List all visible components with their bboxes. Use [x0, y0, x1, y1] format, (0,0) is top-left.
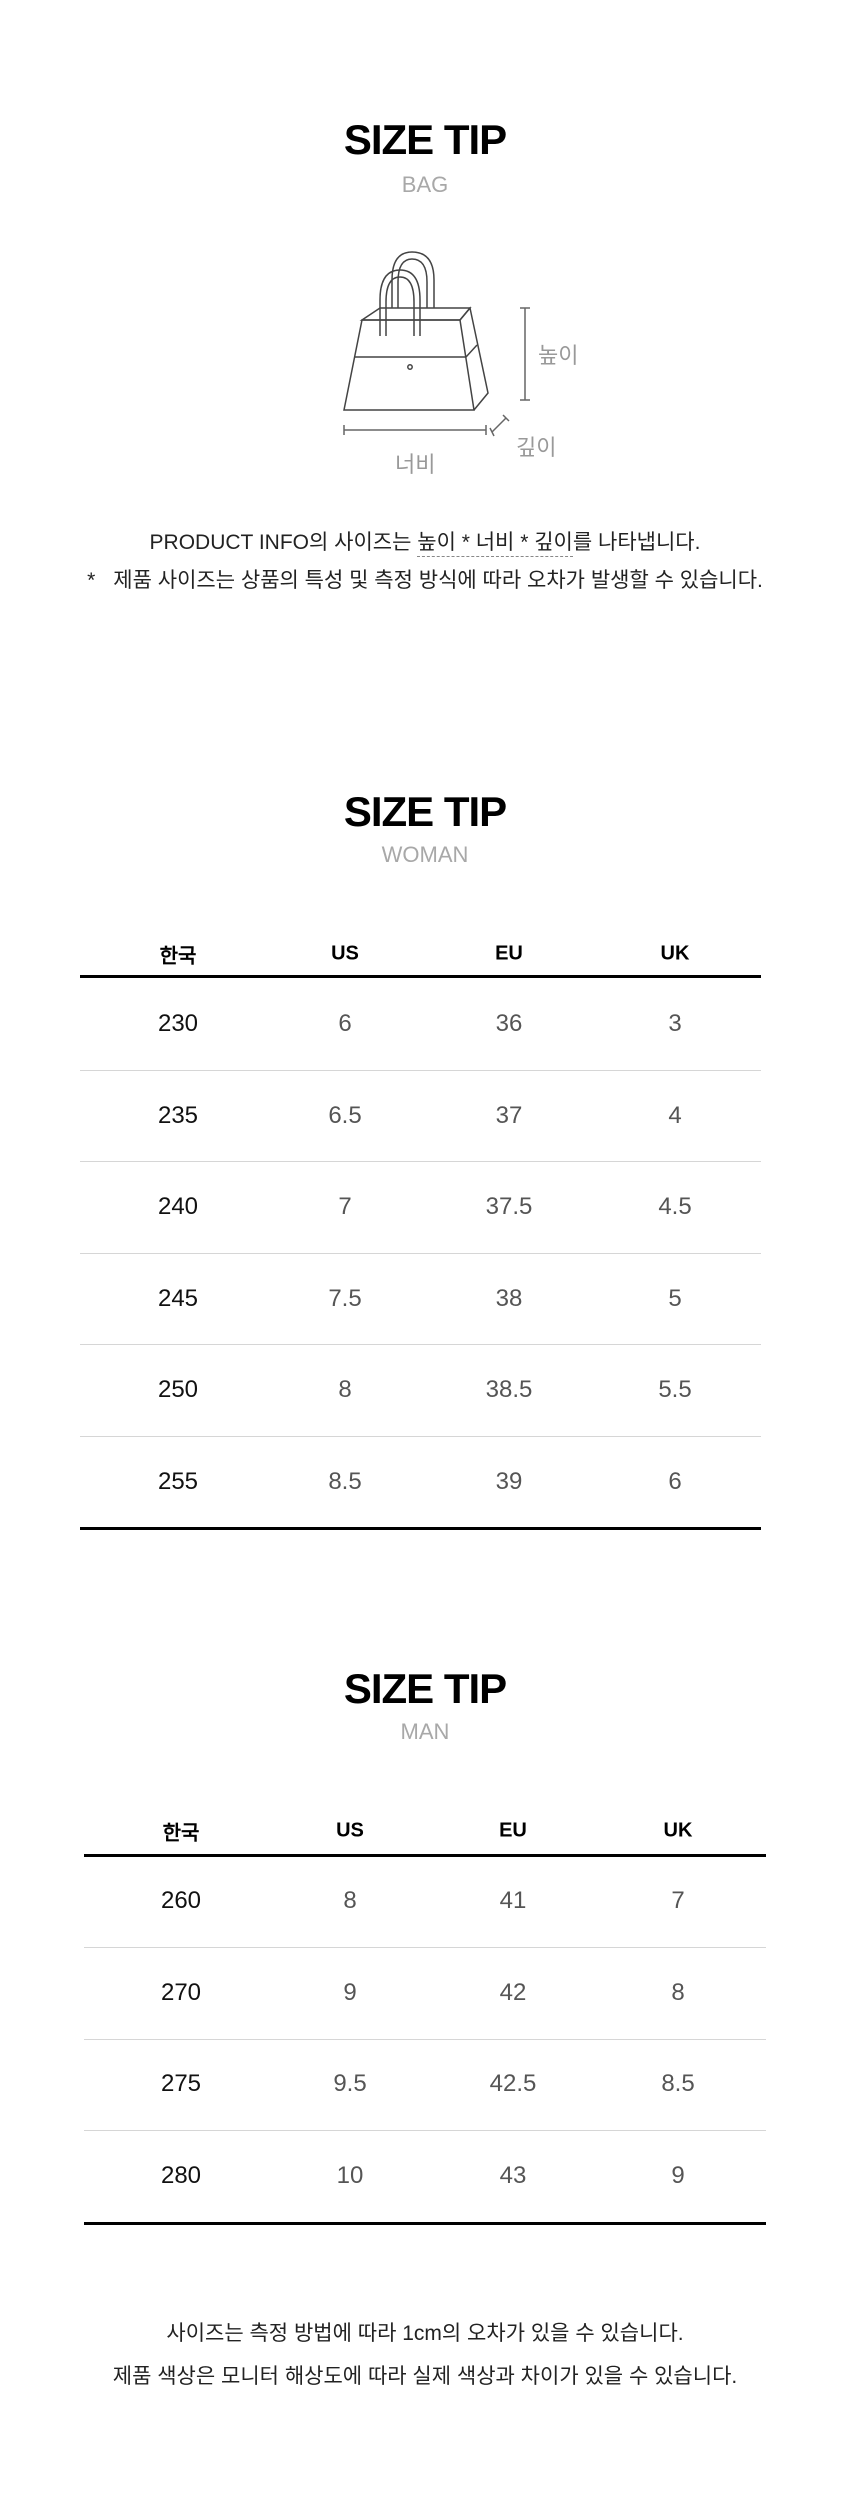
table-cell: 5 [668, 1284, 682, 1312]
row-divider [80, 1344, 761, 1346]
woman-section-subtitle: WOMAN [381, 842, 469, 867]
column-header: 한국 [162, 1822, 200, 1845]
table-cell: 10 [336, 2162, 364, 2190]
note-dimensions: 높이 * 너비 * 깊이 [417, 531, 573, 557]
bag-size-note: PRODUCT INFO의 사이즈는 높이 * 너비 * 깊이를 나타냅니다. [0, 526, 850, 557]
column-header: US [336, 1819, 364, 1842]
table-cell: 7 [671, 1887, 685, 1914]
woman-section-title: SIZE TIP [343, 788, 507, 835]
table-cell: 6.5 [328, 1101, 362, 1129]
table-cell: 250 [157, 1376, 199, 1403]
table-cell: 36 [495, 1010, 523, 1037]
table-bottom-border [80, 1527, 761, 1531]
row-divider [80, 1161, 761, 1163]
row-divider [80, 1252, 761, 1254]
bag-diagram-icon [343, 251, 530, 437]
table-cell: 245 [157, 1284, 199, 1312]
bag-measure-note: * 제품 사이즈는 상품의 특성 및 측정 방식에 따라 오차가 발생할 수 있습… [0, 564, 850, 594]
width-label: 너비 [395, 452, 436, 477]
column-header: 한국 [159, 945, 197, 968]
table-cell: 8 [338, 1376, 352, 1403]
table-cell: 37 [495, 1101, 523, 1129]
table-bottom-border [84, 2221, 766, 2225]
table-cell: 4.5 [658, 1193, 692, 1220]
column-header: UK [663, 1819, 693, 1842]
table-cell: 255 [157, 1467, 199, 1495]
table-cell: 6 [338, 1010, 352, 1037]
table-cell: 8.5 [661, 2070, 695, 2098]
bag-section-title: SIZE TIP [343, 116, 507, 163]
column-header: EU [495, 942, 523, 965]
table-cell: 7 [338, 1193, 352, 1220]
table-cell: 43 [499, 2162, 527, 2190]
table-cell: 6 [668, 1467, 682, 1495]
height-label: 높이 [538, 343, 579, 368]
table-cell: 260 [160, 1887, 202, 1914]
footer-note-2: 제품 색상은 모니터 해상도에 따라 실제 색상과 차이가 있을 수 있습니다. [112, 2365, 738, 2388]
table-cell: 8 [671, 1978, 685, 2006]
table-cell: 240 [157, 1193, 199, 1220]
header-divider [80, 975, 761, 978]
table-cell: 41 [499, 1887, 527, 1914]
table-cell: 270 [160, 1978, 202, 2006]
table-cell: 38.5 [485, 1376, 533, 1403]
table-cell: 4 [668, 1101, 682, 1129]
table-cell: 9 [671, 2162, 685, 2190]
row-divider [80, 1435, 761, 1437]
note-prefix: PRODUCT INFO의 사이즈는 [149, 531, 418, 554]
depth-label: 깊이 [516, 435, 557, 460]
table-cell: 7.5 [328, 1284, 362, 1312]
table-cell: 235 [157, 1101, 199, 1129]
row-divider [80, 1069, 761, 1071]
bag-section-subtitle: BAG [401, 172, 449, 197]
column-header: EU [499, 1819, 527, 1842]
header-divider [84, 1854, 766, 1857]
table-cell: 280 [160, 2162, 202, 2190]
table-cell: 42 [499, 1978, 527, 2006]
table-cell: 38 [495, 1284, 523, 1312]
table-cell: 230 [157, 1010, 199, 1037]
footer-note-1: 사이즈는 측정 방법에 따라 1cm의 오차가 있을 수 있습니다. [166, 2322, 684, 2345]
table-cell: 9.5 [333, 2070, 367, 2098]
table-cell: 8.5 [328, 1467, 362, 1495]
man-section-title: SIZE TIP [343, 1665, 507, 1712]
table-cell: 42.5 [489, 2070, 537, 2098]
table-cell: 37.5 [485, 1193, 533, 1220]
column-header: US [331, 942, 359, 965]
asterisk: * [87, 569, 96, 592]
table-cell: 8 [343, 1887, 357, 1914]
table-cell: 5.5 [658, 1376, 692, 1403]
row-divider [84, 2130, 766, 2132]
note-text: 제품 사이즈는 상품의 특성 및 측정 방식에 따라 오차가 발생할 수 있습니… [113, 569, 763, 592]
table-cell: 3 [668, 1010, 682, 1037]
note-suffix: 를 나타냅니다. [572, 531, 701, 554]
row-divider [84, 2038, 766, 2040]
table-cell: 39 [495, 1467, 523, 1495]
row-divider [84, 1946, 766, 1948]
column-header: UK [660, 942, 690, 965]
man-section-subtitle: MAN [400, 1719, 450, 1744]
table-cell: 9 [343, 1978, 357, 2006]
table-cell: 275 [160, 2070, 202, 2098]
